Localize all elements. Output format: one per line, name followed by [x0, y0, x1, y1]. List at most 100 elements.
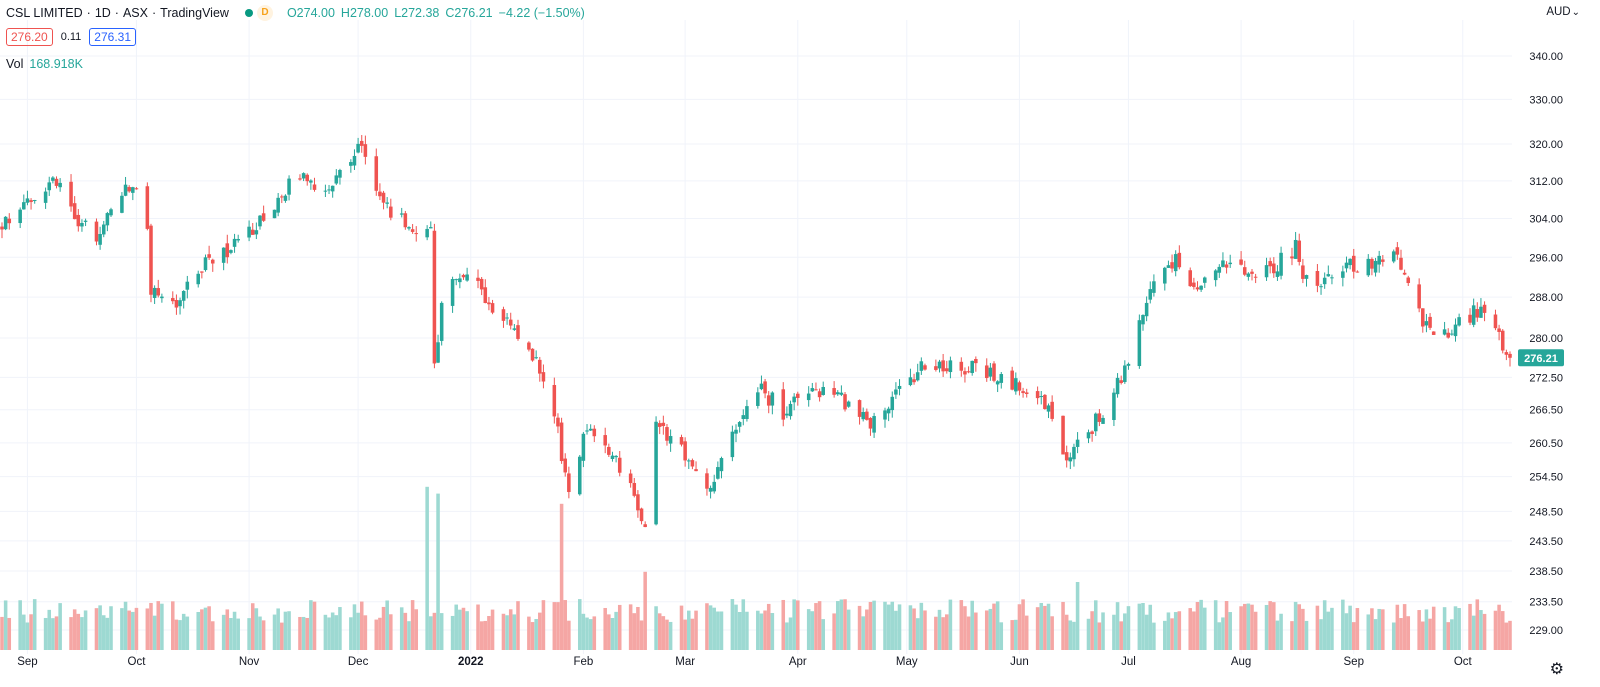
symbol-name[interactable]: CSL LIMITED	[6, 6, 83, 20]
volume-bar	[1021, 599, 1025, 650]
volume-bar	[83, 610, 88, 650]
candle-body	[530, 348, 535, 361]
volume-bar	[607, 614, 611, 650]
candle-body	[639, 508, 644, 522]
volume-bar	[719, 611, 724, 650]
candle-body	[156, 288, 161, 296]
candle-body	[785, 413, 789, 416]
candle-body	[1330, 277, 1334, 279]
time-tick-label: Jul	[1121, 656, 1136, 668]
volume-bar	[261, 620, 266, 650]
volume-bar	[414, 609, 419, 650]
volume-label[interactable]: Vol	[6, 57, 24, 71]
candle-body	[1475, 309, 1480, 318]
volume-bar	[1428, 618, 1432, 650]
candle-body	[912, 379, 916, 383]
candle-body	[538, 359, 542, 374]
candle-body	[1366, 258, 1371, 276]
volume-bar	[160, 603, 164, 650]
candle-body	[301, 173, 306, 179]
currency-selector[interactable]: AUD⌄	[1546, 6, 1580, 18]
interval[interactable]: 1D	[94, 6, 111, 20]
volume-bar	[283, 611, 288, 650]
volume-bar	[974, 612, 978, 650]
volume-bar	[1315, 605, 1320, 650]
volume-bar	[225, 609, 230, 650]
candle-body	[1406, 277, 1411, 284]
candle-body	[668, 436, 673, 444]
candle-body	[131, 187, 135, 193]
price-tick-label: 272.50	[1529, 372, 1563, 384]
price-tick-label: 340.00	[1529, 51, 1563, 63]
volume-bar	[1173, 612, 1178, 650]
candle-body	[80, 223, 84, 227]
volume-bar	[1192, 611, 1196, 650]
time-axis[interactable]: Sep Oct Nov Dec 2022 Feb Mar Apr May Jun Jul Aug Sep…	[17, 656, 1472, 668]
candle-body	[378, 191, 382, 197]
volume-bar	[312, 601, 317, 650]
volume-bar	[450, 615, 455, 650]
volume-bar	[588, 619, 593, 650]
candle-body	[221, 247, 226, 263]
candle-body	[298, 178, 302, 180]
volume-bar	[1046, 603, 1051, 650]
volume-bar	[995, 601, 1000, 650]
candle-body	[1450, 333, 1454, 335]
candle-body	[1471, 305, 1476, 325]
volume-bar	[490, 609, 495, 650]
volume-bar	[1264, 604, 1269, 650]
candle-body	[1050, 401, 1054, 419]
candle-body	[661, 422, 666, 427]
candle-body	[1301, 265, 1305, 279]
candle-body	[1377, 255, 1381, 265]
candle-body	[766, 395, 771, 406]
candle-body	[127, 187, 131, 192]
candle-body	[643, 524, 647, 528]
gear-icon[interactable]: ⚙	[1549, 661, 1564, 678]
volume-bar	[512, 614, 517, 650]
volume-bar	[1497, 604, 1501, 650]
candle-body	[1115, 377, 1120, 395]
exchange: ASX	[122, 6, 148, 20]
candle-body	[970, 360, 974, 374]
candle-body	[1086, 432, 1091, 439]
candle-body	[439, 302, 444, 341]
price-axis[interactable]: 340.00 330.00 320.00 312.00 304.00 296.00 288.…	[1529, 51, 1563, 637]
volume-bar	[1290, 621, 1294, 650]
candle-body	[25, 198, 30, 203]
candle-body	[450, 279, 455, 306]
candle-body	[963, 371, 967, 375]
volume-bar	[908, 605, 913, 650]
candle-body	[694, 469, 698, 472]
volume-bar	[156, 601, 161, 650]
candle-body	[614, 455, 618, 458]
volume-bar	[352, 604, 357, 650]
candle-body	[389, 206, 393, 218]
time-tick-label: Aug	[1231, 656, 1251, 668]
volume-bar	[152, 615, 157, 650]
candle-body	[83, 220, 88, 222]
candle-body	[109, 209, 113, 216]
candle-body	[152, 287, 157, 298]
volume-bar	[1195, 601, 1200, 650]
bid-price[interactable]: 276.20	[6, 28, 53, 46]
volume-bar	[821, 619, 825, 650]
delayed-data-badge[interactable]: D	[256, 5, 273, 21]
candle-body	[1326, 274, 1331, 277]
time-tick-label: Oct	[128, 656, 147, 668]
candle-body	[872, 416, 876, 433]
separator: ·	[86, 6, 91, 20]
candle-body	[94, 221, 99, 242]
ask-price[interactable]: 276.31	[89, 28, 136, 46]
candle-body	[1250, 271, 1254, 274]
candle-body	[1064, 452, 1069, 461]
volume-bar	[181, 613, 186, 650]
volume-bar	[516, 601, 520, 650]
candle-body	[806, 393, 811, 401]
chevron-down-icon: ⌄	[1571, 7, 1580, 18]
candle-body	[1508, 353, 1512, 358]
volume-bar	[134, 607, 139, 650]
candle-body	[1075, 439, 1080, 447]
price-tick-label: 280.00	[1529, 333, 1563, 345]
